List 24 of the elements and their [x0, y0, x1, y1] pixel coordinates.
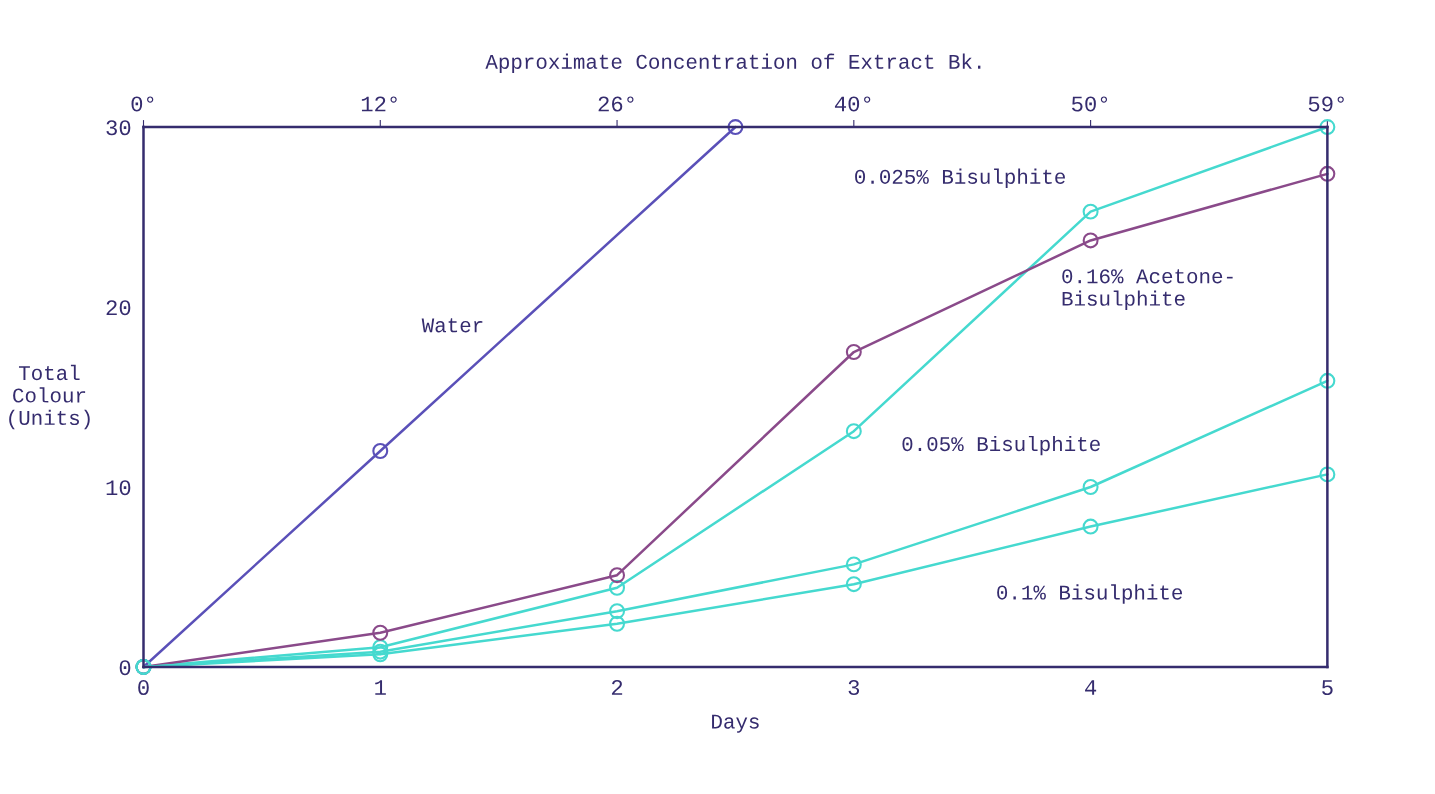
- y-tick-label: 10: [106, 480, 131, 496]
- x-tick-label: 5: [1322, 680, 1333, 696]
- x-tick-label: 4: [1085, 680, 1097, 695]
- x-tick-label: 2: [611, 680, 623, 695]
- text: 12°: [361, 96, 397, 112]
- x-tick-label: 1: [375, 680, 386, 695]
- series-label: 0.05% Bisulphite: [902, 435, 1100, 456]
- text: 40°: [834, 96, 871, 112]
- text: 50°: [1071, 96, 1108, 112]
- x-tick-label: 3: [848, 680, 860, 696]
- text: 59°: [1308, 96, 1344, 112]
- x-tick-label: 0: [138, 680, 149, 696]
- text: 26°: [598, 96, 634, 112]
- x-axis-title: Days: [712, 714, 759, 733]
- series-label: 0.1% Bisulphite: [997, 584, 1183, 604]
- y-tick-label: 30: [106, 120, 131, 136]
- text: 0°: [131, 96, 154, 112]
- series-label: 0.16% Acetone- Bisulphite: [1062, 269, 1233, 310]
- y-tick-label: 20: [106, 300, 131, 316]
- chart-title: Approximate Concentration of Extract Bk.: [485, 53, 981, 74]
- y-tick-label: 0: [119, 660, 131, 676]
- y-axis-title: Total Colour (Units): [9, 364, 90, 430]
- series-label: 0.025% Bisulphite: [855, 168, 1065, 189]
- series-label: Water: [421, 318, 483, 333]
